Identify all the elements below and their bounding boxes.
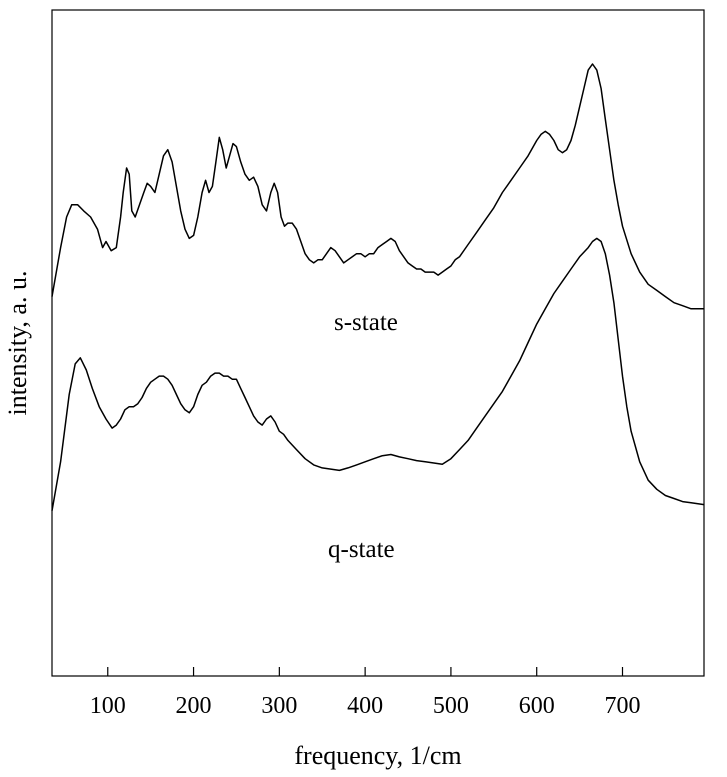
x-tick-labels: 100 200 300 400 500 600 700 bbox=[90, 693, 641, 719]
x-axis-label: frequency, 1/cm bbox=[294, 741, 461, 770]
q-state-line bbox=[51, 237, 705, 511]
x-tick-label-400: 400 bbox=[347, 693, 383, 719]
x-tick-label-600: 600 bbox=[519, 693, 555, 719]
q-state-label: q-state bbox=[328, 536, 395, 563]
series-layer bbox=[51, 63, 705, 511]
s-state-label: s-state bbox=[334, 309, 398, 336]
x-tick-label-200: 200 bbox=[176, 693, 212, 719]
s-state-line bbox=[51, 63, 704, 310]
x-tick-label-700: 700 bbox=[605, 693, 641, 719]
x-ticks bbox=[107, 667, 624, 676]
x-tick-label-300: 300 bbox=[261, 693, 297, 719]
x-tick-label-100: 100 bbox=[90, 693, 126, 719]
y-axis-label: intensity, a. u. bbox=[3, 271, 32, 416]
x-tick-label-500: 500 bbox=[433, 693, 469, 719]
plot-frame bbox=[51, 9, 705, 677]
